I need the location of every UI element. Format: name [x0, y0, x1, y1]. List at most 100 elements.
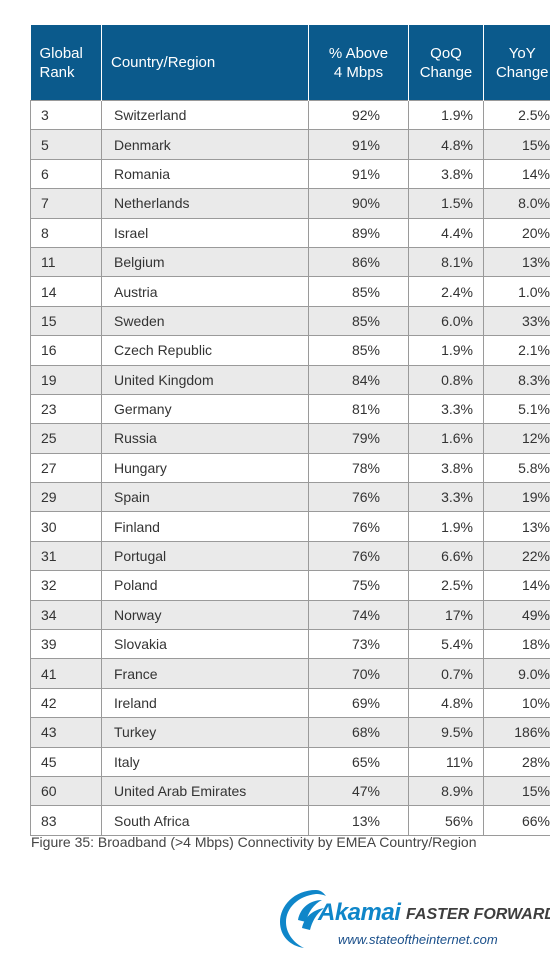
- table-row: 39 Slovakia 73% 5.4% 18%: [30, 629, 550, 660]
- country-cell: Belgium: [101, 246, 309, 278]
- yoy-change-cell: 2.5%: [483, 99, 550, 131]
- header-qoq-line1: QoQ: [430, 44, 462, 62]
- rank-cell: 27: [30, 452, 102, 484]
- rank-cell: 60: [30, 775, 102, 807]
- table-row: 41 France 70% 0.7% 9.0%: [30, 658, 550, 689]
- yoy-change-cell: 66%: [483, 805, 550, 836]
- table-row: 6 Romania 91% 3.8% 14%: [30, 158, 550, 190]
- country-cell: Czech Republic: [101, 335, 309, 366]
- country-cell: Denmark: [101, 129, 309, 160]
- qoq-change-cell: 3.8%: [408, 158, 484, 190]
- qoq-change-cell: 3.3%: [408, 482, 484, 513]
- percent-above-cell: 85%: [308, 335, 409, 366]
- percent-above-cell: 85%: [308, 305, 409, 337]
- country-cell: Norway: [101, 599, 309, 631]
- table-row: 30 Finland 76% 1.9% 13%: [30, 511, 550, 542]
- qoq-change-cell: 1.9%: [408, 335, 484, 366]
- rank-cell: 16: [30, 335, 102, 366]
- table-row: 42 Ireland 69% 4.8% 10%: [30, 687, 550, 719]
- rank-cell: 14: [30, 276, 102, 307]
- rank-cell: 3: [30, 99, 102, 131]
- country-cell: Ireland: [101, 687, 309, 719]
- header-percent-above: % Above 4 Mbps: [308, 25, 409, 101]
- country-cell: Portugal: [101, 540, 309, 572]
- percent-above-cell: 89%: [308, 217, 409, 248]
- qoq-change-cell: 8.1%: [408, 246, 484, 278]
- country-cell: Spain: [101, 482, 309, 513]
- table-header: Global Rank Country/Region % Above 4 Mbp…: [30, 25, 550, 101]
- percent-above-cell: 65%: [308, 746, 409, 777]
- yoy-change-cell: 14%: [483, 570, 550, 601]
- header-qoq-line2: Change: [419, 63, 473, 81]
- figure-caption: Figure 35: Broadband (>4 Mbps) Connectiv…: [31, 834, 477, 850]
- percent-above-cell: 92%: [308, 99, 409, 131]
- percent-above-cell: 68%: [308, 717, 409, 748]
- table-row: 43 Turkey 68% 9.5% 186%: [30, 717, 550, 748]
- qoq-change-cell: 0.8%: [408, 364, 484, 395]
- table-row: 16 Czech Republic 85% 1.9% 2.1%: [30, 335, 550, 366]
- header-country-label: Country/Region: [111, 54, 216, 71]
- yoy-change-cell: 14%: [483, 158, 550, 190]
- table-row: 34 Norway 74% 17% 49%: [30, 599, 550, 631]
- country-cell: Slovakia: [101, 629, 309, 660]
- percent-above-cell: 70%: [308, 658, 409, 689]
- qoq-change-cell: 9.5%: [408, 717, 484, 748]
- rank-cell: 7: [30, 188, 102, 219]
- rank-cell: 15: [30, 305, 102, 337]
- connectivity-table: Global Rank Country/Region % Above 4 Mbp…: [30, 25, 550, 836]
- header-rank-line2: Rank: [39, 63, 75, 81]
- table-row: 83 South Africa 13% 56% 66%: [30, 805, 550, 836]
- percent-above-cell: 84%: [308, 364, 409, 395]
- country-cell: Finland: [101, 511, 309, 542]
- percent-above-cell: 76%: [308, 540, 409, 572]
- table-row: 15 Sweden 85% 6.0% 33%: [30, 305, 550, 337]
- yoy-change-cell: 5.1%: [483, 393, 550, 425]
- yoy-change-cell: 5.8%: [483, 452, 550, 484]
- qoq-change-cell: 1.9%: [408, 99, 484, 131]
- yoy-change-cell: 33%: [483, 305, 550, 337]
- qoq-change-cell: 4.8%: [408, 687, 484, 719]
- yoy-change-cell: 20%: [483, 217, 550, 248]
- percent-above-cell: 81%: [308, 393, 409, 425]
- table-row: 19 United Kingdom 84% 0.8% 8.3%: [30, 364, 550, 395]
- akamai-swoosh-icon: [280, 890, 326, 948]
- rank-cell: 19: [30, 364, 102, 395]
- rank-cell: 32: [30, 570, 102, 601]
- percent-above-cell: 91%: [308, 129, 409, 160]
- website-url: www.stateoftheinternet.com: [338, 932, 498, 947]
- table-row: 23 Germany 81% 3.3% 5.1%: [30, 393, 550, 425]
- table-row: 3 Switzerland 92% 1.9% 2.5%: [30, 99, 550, 131]
- percent-above-cell: 76%: [308, 482, 409, 513]
- yoy-change-cell: 18%: [483, 629, 550, 660]
- qoq-change-cell: 1.5%: [408, 188, 484, 219]
- table-row: 8 Israel 89% 4.4% 20%: [30, 217, 550, 248]
- table-row: 45 Italy 65% 11% 28%: [30, 746, 550, 777]
- percent-above-cell: 86%: [308, 246, 409, 278]
- table-row: 27 Hungary 78% 3.8% 5.8%: [30, 452, 550, 484]
- rank-cell: 11: [30, 246, 102, 278]
- country-cell: Italy: [101, 746, 309, 777]
- table-row: 32 Poland 75% 2.5% 14%: [30, 570, 550, 601]
- table-row: 29 Spain 76% 3.3% 19%: [30, 482, 550, 513]
- table-row: 7 Netherlands 90% 1.5% 8.0%: [30, 188, 550, 219]
- rank-cell: 6: [30, 158, 102, 190]
- country-cell: Turkey: [101, 717, 309, 748]
- yoy-change-cell: 2.1%: [483, 335, 550, 366]
- rank-cell: 8: [30, 217, 102, 248]
- country-cell: Poland: [101, 570, 309, 601]
- qoq-change-cell: 11%: [408, 746, 484, 777]
- qoq-change-cell: 6.6%: [408, 540, 484, 572]
- yoy-change-cell: 19%: [483, 482, 550, 513]
- yoy-change-cell: 13%: [483, 246, 550, 278]
- percent-above-cell: 76%: [308, 511, 409, 542]
- yoy-change-cell: 49%: [483, 599, 550, 631]
- yoy-change-cell: 22%: [483, 540, 550, 572]
- country-cell: Sweden: [101, 305, 309, 337]
- percent-above-cell: 90%: [308, 188, 409, 219]
- yoy-change-cell: 15%: [483, 775, 550, 807]
- country-cell: Hungary: [101, 452, 309, 484]
- qoq-change-cell: 17%: [408, 599, 484, 631]
- country-cell: France: [101, 658, 309, 689]
- table-row: 25 Russia 79% 1.6% 12%: [30, 423, 550, 454]
